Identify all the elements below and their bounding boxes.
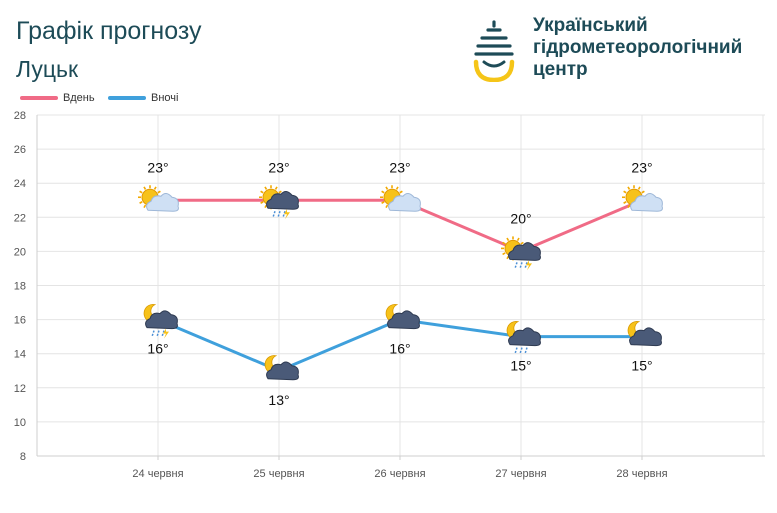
chart-title: Графік прогнозу <box>16 17 202 45</box>
x-tick-label: 25 червня <box>253 468 304 480</box>
legend-swatch-day <box>20 96 58 101</box>
sun-partly-cloudy-icon <box>138 185 179 212</box>
sun-partly-cloudy-icon <box>380 185 421 212</box>
y-tick-label: 26 <box>14 144 26 156</box>
night-temp-label: 15° <box>631 358 652 374</box>
ukrhydromet-logo-icon <box>473 20 515 82</box>
y-tick-label: 24 <box>14 178 26 190</box>
city-name: Луцьк <box>16 56 79 82</box>
sun-cloud-rain-thunder-icon <box>501 236 541 271</box>
sun-cloud-rain-thunder-icon <box>259 185 299 220</box>
y-tick-label: 12 <box>14 383 26 395</box>
y-tick-label: 22 <box>14 212 26 224</box>
y-tick-label: 14 <box>14 349 26 361</box>
organization-name: Український гідрометеорологічний центр <box>533 15 742 81</box>
day-temp-label: 20° <box>510 210 531 226</box>
moon-cloud-icon <box>385 304 420 330</box>
y-tick-label: 18 <box>14 281 26 293</box>
day-temp-label: 23° <box>389 159 410 175</box>
org-line-1: Український <box>533 15 648 36</box>
day-temp-label: 23° <box>631 159 652 175</box>
moon-cloud-icon <box>627 321 662 347</box>
night-temp-label: 16° <box>147 341 168 357</box>
y-tick-label: 16 <box>14 315 26 327</box>
moon-cloud-icon <box>264 355 299 381</box>
day-temp-label: 23° <box>147 159 168 175</box>
org-line-3: центр <box>533 59 588 80</box>
y-tick-label: 20 <box>14 246 26 258</box>
night-temp-label: 15° <box>510 358 531 374</box>
legend-item-night[interactable]: Вночі <box>108 92 178 104</box>
y-tick-label: 8 <box>20 451 26 463</box>
org-line-2: гідрометеорологічний <box>533 37 743 58</box>
day-temp-label: 23° <box>268 159 289 175</box>
x-tick-label: 28 червня <box>616 468 667 480</box>
night-temp-label: 16° <box>389 341 410 357</box>
legend-label-night: Вночі <box>151 92 179 104</box>
legend-swatch-night <box>108 96 146 101</box>
x-tick-label: 24 червня <box>132 468 183 480</box>
night-temp-label: 13° <box>268 392 289 408</box>
sun-partly-cloudy-icon <box>622 185 663 212</box>
x-tick-label: 27 червня <box>495 468 546 480</box>
moon-cloud-rain-icon <box>506 321 541 354</box>
y-tick-label: 10 <box>14 417 26 429</box>
legend-label-day: Вдень <box>63 92 95 104</box>
moon-cloud-rain-thunder-icon <box>143 304 178 339</box>
y-tick-label: 28 <box>14 110 26 122</box>
legend-item-day[interactable]: Вдень <box>20 92 95 104</box>
x-tick-label: 26 червня <box>374 468 425 480</box>
